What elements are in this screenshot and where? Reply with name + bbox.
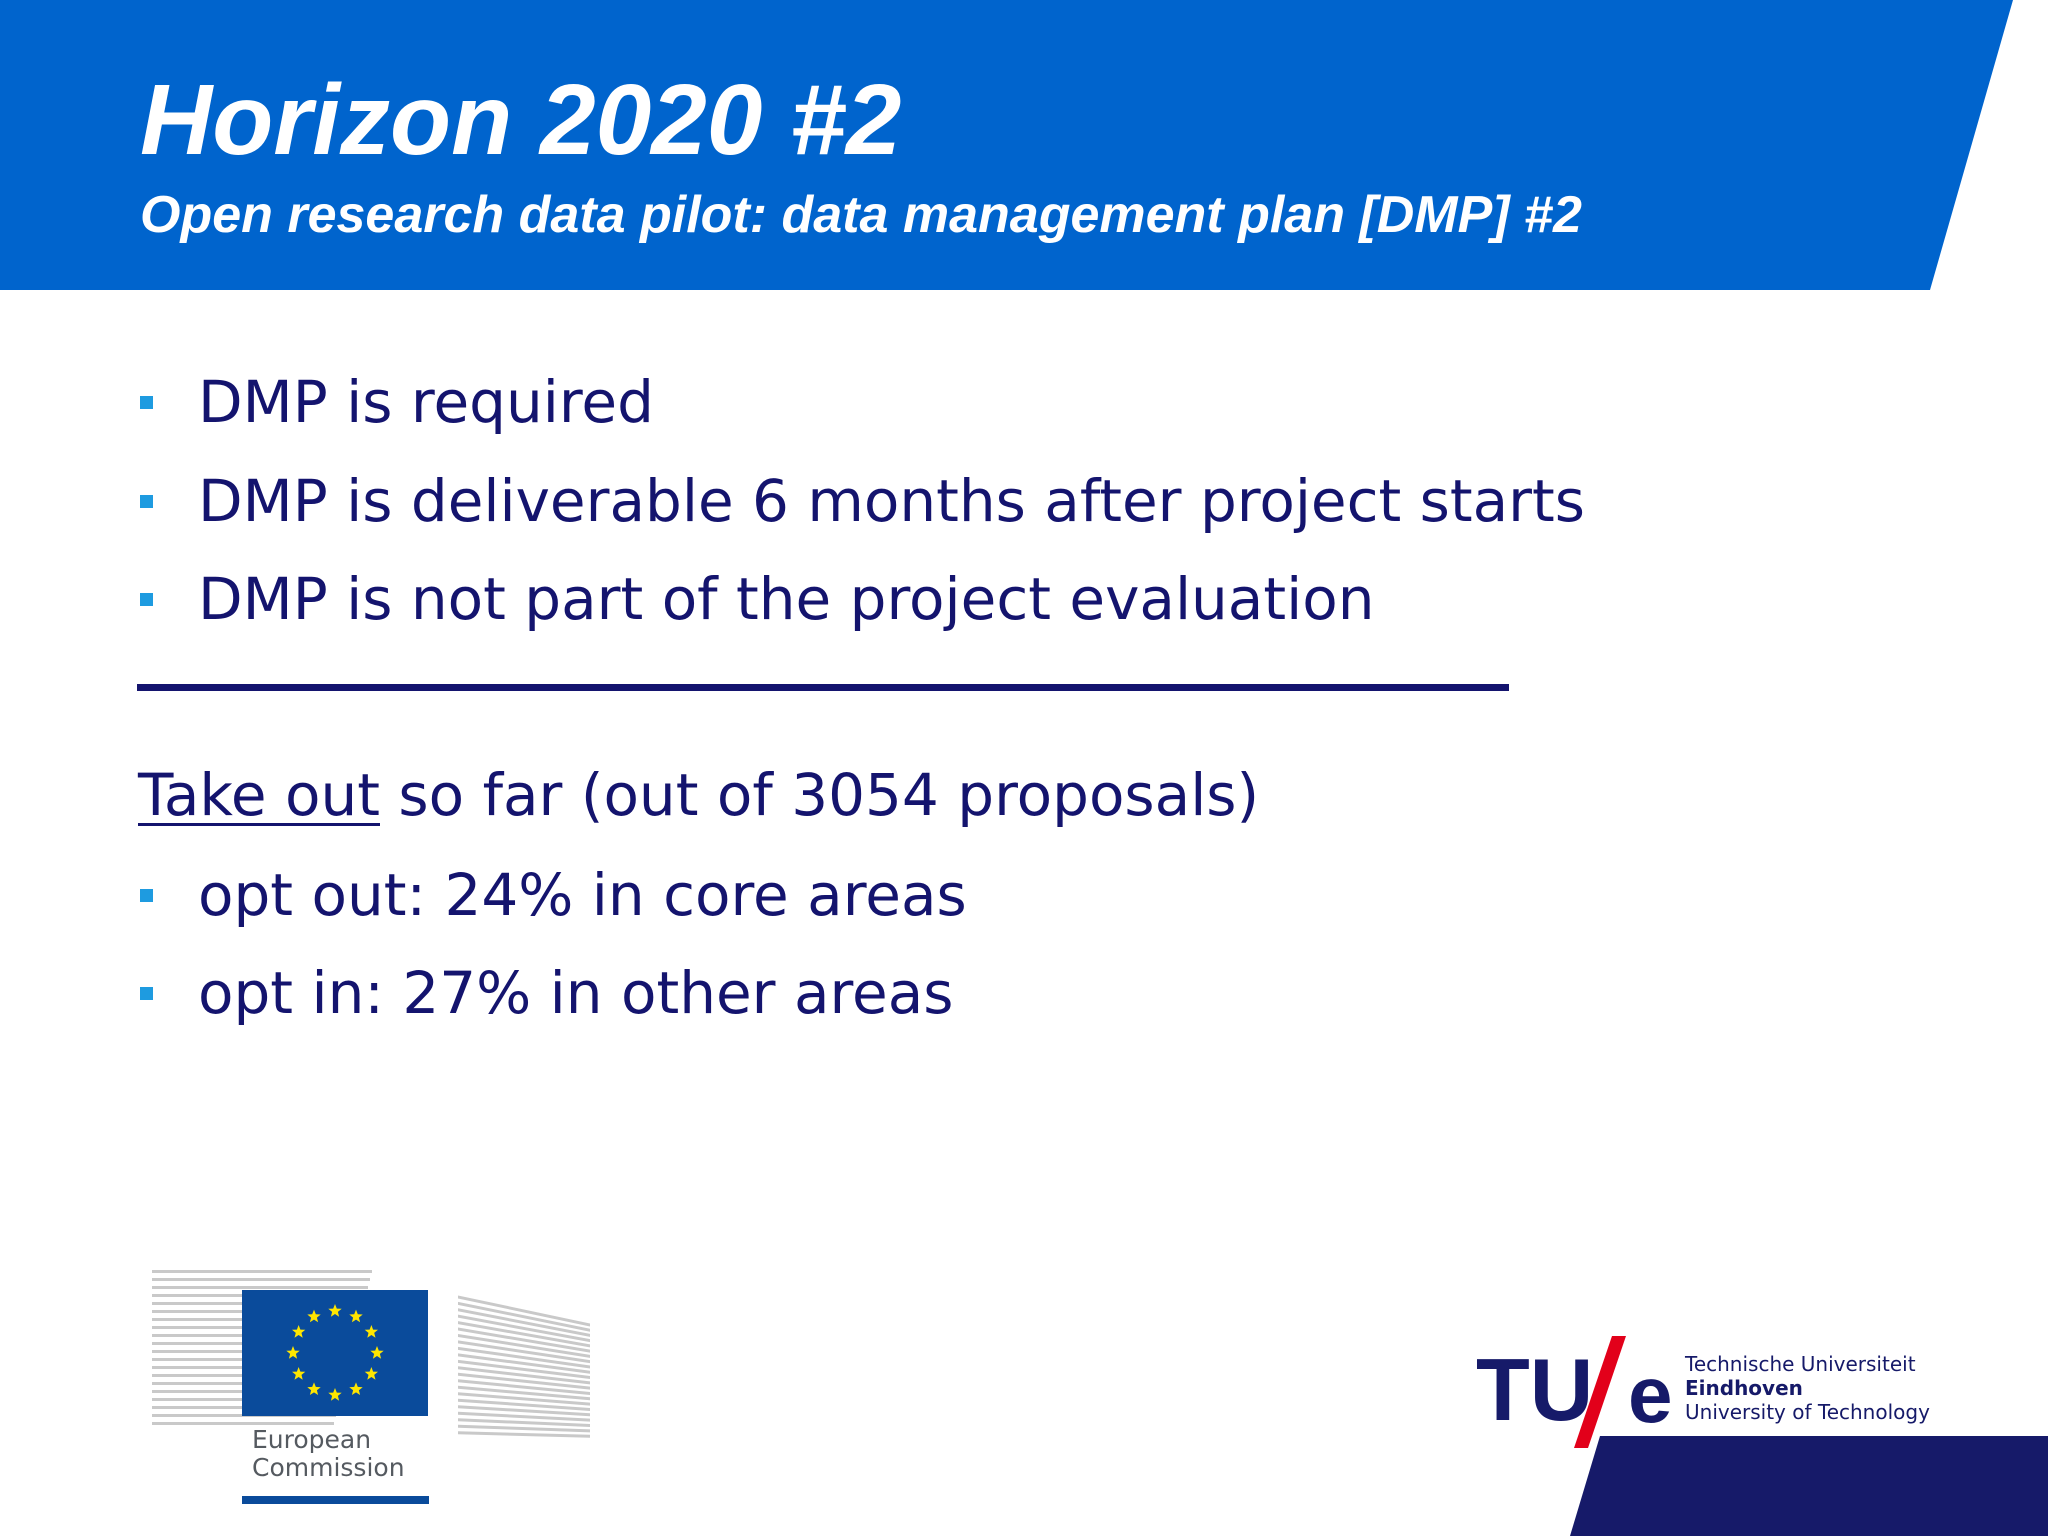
eu-star-icon	[328, 1388, 342, 1401]
tue-slash-icon	[1574, 1336, 1626, 1448]
bullet-square-icon	[140, 987, 153, 1000]
bullet-square-icon	[140, 495, 153, 508]
eu-star-icon	[349, 1382, 363, 1395]
ec-underline	[242, 1496, 429, 1504]
bullet-text: DMP is required	[198, 368, 654, 436]
european-commission-logo	[152, 1270, 590, 1438]
eu-star-icon	[364, 1325, 378, 1338]
tue-logo-e: e	[1628, 1350, 1673, 1439]
bullet-text: opt out: 24% in core areas	[198, 861, 967, 929]
eu-star-icon	[307, 1309, 321, 1323]
eu-star-icon	[292, 1325, 306, 1338]
tue-corner-band	[1570, 1436, 2048, 1536]
tue-wordmark: Technische Universiteit Eindhoven Univer…	[1685, 1352, 1930, 1424]
eu-star-icon	[328, 1304, 342, 1317]
section-divider	[137, 684, 1509, 691]
bullet-text: opt in: 27% in other areas	[198, 959, 954, 1027]
bullet-text: DMP is not part of the project evaluatio…	[198, 565, 1375, 633]
ec-label-line1: European	[252, 1425, 372, 1454]
bullet-square-icon	[140, 593, 153, 606]
eu-star-icon	[370, 1346, 384, 1359]
takeout-heading: Take out so far (out of 3054 proposals)	[138, 755, 1259, 835]
slide-subtitle: Open research data pilot: data managemen…	[140, 186, 1582, 244]
eu-star-icon	[292, 1367, 306, 1380]
bullet-square-icon	[140, 889, 153, 902]
european-commission-label: European Commission	[252, 1426, 405, 1482]
tue-line-2: Eindhoven	[1685, 1376, 1803, 1400]
takeout-rest-text: so far (out of 3054 proposals)	[380, 761, 1260, 829]
eu-star-icon	[307, 1382, 321, 1395]
takeout-underlined-text: Take out	[138, 761, 380, 829]
header-band	[0, 0, 2013, 290]
eu-star-icon	[349, 1309, 363, 1323]
tue-logo-mark: TU	[1476, 1340, 1594, 1439]
tue-line-3: University of Technology	[1685, 1400, 1930, 1424]
eu-star-icon	[364, 1367, 378, 1380]
bullet-text: DMP is deliverable 6 months after projec…	[198, 467, 1585, 535]
slide-title: Horizon 2020 #2	[140, 64, 902, 176]
tue-line-1: Technische Universiteit	[1685, 1352, 1916, 1376]
eu-star-icon	[286, 1346, 300, 1359]
bullet-square-icon	[140, 396, 153, 409]
ec-label-line2: Commission	[252, 1453, 405, 1482]
